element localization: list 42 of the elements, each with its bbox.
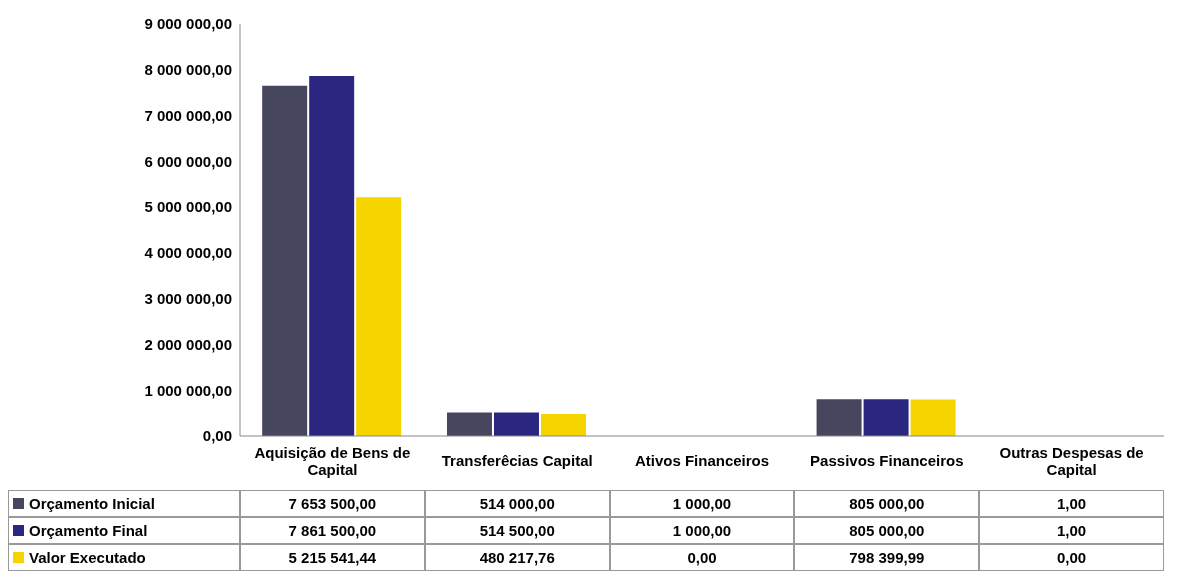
bar <box>816 399 862 436</box>
bar <box>356 197 402 436</box>
data-label: 7 861 500,00 <box>240 517 425 544</box>
y-tick-label: 8 000 000,00 <box>144 61 232 79</box>
bar <box>262 85 308 436</box>
data-label: 0,00 <box>609 544 795 571</box>
data-label: 5 215 541,44 <box>240 544 425 571</box>
data-label: 1,00 <box>979 490 1164 517</box>
data-label: 1,00 <box>979 517 1164 544</box>
data-label: 805 000,00 <box>794 490 980 517</box>
y-tick-label: 7 000 000,00 <box>144 106 232 124</box>
y-tick-label: 2 000 000,00 <box>144 335 232 353</box>
data-label: 7 653 500,00 <box>240 490 425 517</box>
y-tick-label: 1 000 000,00 <box>144 381 232 399</box>
data-label: 514 000,00 <box>424 490 610 517</box>
data-label: 1 000,00 <box>609 517 795 544</box>
bar <box>493 412 539 436</box>
y-tick-label: 6 000 000,00 <box>144 152 232 170</box>
x-tick-label: Transferêcias Capital <box>441 452 593 469</box>
y-tick-label: 0,00 <box>202 427 232 445</box>
legend-label: Valor Executado <box>29 549 146 566</box>
legend-label: Orçamento Inicial <box>29 495 155 512</box>
y-tick-label: 4 000 000,00 <box>144 244 232 262</box>
legend-label: Orçamento Final <box>29 522 148 539</box>
bar <box>540 414 586 436</box>
y-tick-label: 3 000 000,00 <box>144 289 232 307</box>
data-label: 805 000,00 <box>794 517 980 544</box>
data-label: 480 217,76 <box>424 544 610 571</box>
bar <box>910 399 956 436</box>
data-label: 514 500,00 <box>424 517 610 544</box>
y-tick-label: 5 000 000,00 <box>144 198 232 216</box>
x-tick-label: Passivos Financeiros <box>810 452 964 469</box>
data-label: 0,00 <box>979 544 1164 571</box>
data-label: 798 399,99 <box>794 544 980 571</box>
x-tick-label: Ativos Financeiros <box>634 452 770 469</box>
bar <box>309 76 355 436</box>
x-tick-label: Aquisição de Bens de Capital <box>254 444 411 478</box>
y-tick-label: 9 000 000,00 <box>144 15 232 33</box>
bar <box>446 412 492 436</box>
data-label: 1 000,00 <box>609 490 795 517</box>
bar <box>863 399 909 436</box>
x-tick-label: Outras Despesas de Capital <box>999 444 1144 478</box>
